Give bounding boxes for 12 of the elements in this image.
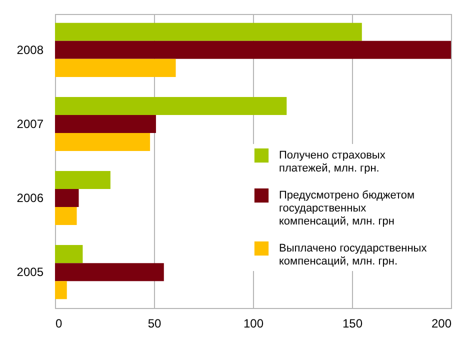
x-tick-label: 100 <box>243 316 264 330</box>
x-tick-label: 150 <box>342 316 363 330</box>
y-tick-label: 2007 <box>16 116 44 131</box>
y-tick-label: 2008 <box>16 42 44 57</box>
y-tick-label: 2006 <box>16 191 44 206</box>
x-tick-label: 50 <box>148 316 162 330</box>
legend-label: Выплачено государственных компенсаций, млн. грн. <box>279 242 428 268</box>
legend-label: Получено страховых платежей, млн. грн. <box>279 150 386 174</box>
x-tick-label: 200 <box>431 316 452 330</box>
legend-label: Предусмотрено бюджетом государственных компенсаций, млн. грн <box>279 190 415 228</box>
x-tick-label: 0 <box>56 316 62 330</box>
y-tick-label: 2005 <box>16 265 44 280</box>
